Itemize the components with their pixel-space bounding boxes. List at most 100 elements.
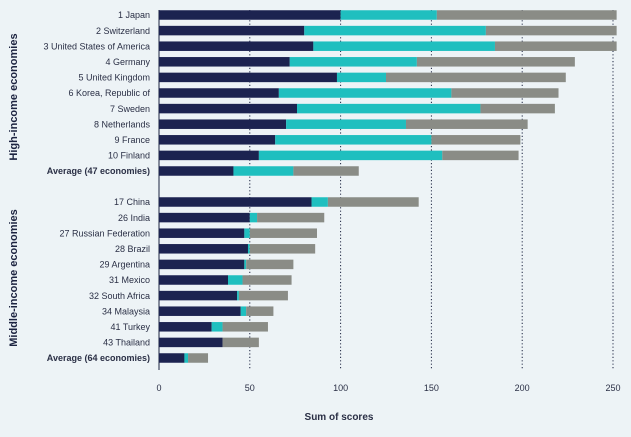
bar-segment bbox=[297, 103, 481, 114]
bar-segment bbox=[246, 259, 294, 270]
category-label: Average (64 economies) bbox=[47, 353, 150, 363]
bar-segment bbox=[311, 197, 328, 207]
bar-segment bbox=[159, 10, 341, 20]
category-label: 29 Argentina bbox=[99, 260, 150, 270]
bar-segment bbox=[159, 290, 238, 301]
x-tick-label: 250 bbox=[605, 383, 620, 393]
bar-segment bbox=[327, 197, 419, 207]
bar-segment bbox=[293, 166, 359, 176]
bar-segment bbox=[184, 353, 189, 363]
bar-segment bbox=[159, 259, 245, 270]
category-label: 1 Japan bbox=[118, 10, 150, 20]
bar-segment bbox=[159, 228, 245, 238]
bar-segment bbox=[159, 275, 229, 285]
bar-segment bbox=[159, 88, 279, 98]
bar-segment bbox=[289, 57, 417, 67]
bar-segment bbox=[159, 306, 241, 316]
bar-segment bbox=[238, 290, 288, 301]
x-tick-label: 0 bbox=[156, 383, 161, 393]
category-label: 41 Turkey bbox=[110, 322, 150, 332]
category-label: 10 Finland bbox=[108, 151, 150, 161]
bar-segment bbox=[237, 290, 239, 301]
bar-segment bbox=[228, 275, 243, 285]
bar-segment bbox=[286, 119, 406, 129]
x-tick-label: 150 bbox=[424, 383, 439, 393]
category-label: 7 Sweden bbox=[110, 104, 150, 114]
category-label: 5 United Kingdom bbox=[78, 73, 150, 83]
bar-segment bbox=[159, 41, 314, 51]
bar-segment bbox=[159, 337, 223, 348]
bar-segment bbox=[211, 322, 223, 332]
category-label: 31 Mexico bbox=[109, 275, 150, 285]
bar-segment bbox=[304, 25, 486, 36]
category-label: Average (47 economies) bbox=[47, 166, 150, 176]
bar-segment bbox=[249, 212, 258, 223]
category-label: 17 China bbox=[114, 197, 150, 207]
bar-segment bbox=[431, 135, 521, 145]
bar-segment bbox=[257, 212, 325, 223]
bar-segment bbox=[258, 150, 443, 161]
bar-segment bbox=[313, 41, 495, 51]
bar-segment bbox=[222, 337, 259, 348]
x-tick-label: 200 bbox=[515, 383, 530, 393]
bar-segment bbox=[480, 103, 555, 114]
bar-segment bbox=[494, 41, 617, 51]
bars bbox=[159, 10, 617, 363]
x-tick-label: 100 bbox=[333, 383, 348, 393]
x-axis-title: Sum of scores bbox=[305, 412, 374, 423]
bar-segment bbox=[405, 119, 528, 129]
bar-segment bbox=[159, 353, 185, 363]
x-axis-ticks: 0 50 100 150 200 250 bbox=[156, 383, 620, 393]
bar-segment bbox=[159, 119, 287, 129]
bar-segment bbox=[249, 228, 317, 238]
bar-segment bbox=[159, 103, 298, 114]
category-label: 26 India bbox=[118, 213, 150, 223]
bar-segment bbox=[159, 57, 290, 67]
bar-segment bbox=[436, 10, 617, 20]
category-label: 34 Malaysia bbox=[102, 306, 150, 316]
bar-segment bbox=[386, 72, 566, 83]
bar-segment bbox=[159, 322, 212, 332]
bar-segment bbox=[275, 135, 432, 145]
category-label: 8 Netherlands bbox=[94, 119, 151, 129]
bar-segment bbox=[278, 88, 452, 98]
bar-segment bbox=[244, 259, 247, 270]
bar-segment bbox=[240, 306, 247, 316]
bar-segment bbox=[159, 25, 305, 36]
bar-segment bbox=[340, 10, 437, 20]
bar-segment bbox=[222, 322, 268, 332]
bar-segment bbox=[242, 275, 292, 285]
category-label: 6 Korea, Republic of bbox=[68, 88, 150, 98]
bar-segment bbox=[159, 197, 312, 207]
category-label: 9 France bbox=[114, 135, 150, 145]
category-label: 32 South Africa bbox=[89, 291, 150, 301]
bar-segment bbox=[451, 88, 559, 98]
bar-segment bbox=[188, 353, 209, 363]
bar-segment bbox=[159, 244, 248, 254]
bar-segment bbox=[336, 72, 386, 83]
category-label: 28 Brazil bbox=[115, 244, 150, 254]
bar-segment bbox=[247, 244, 250, 254]
bar-segment bbox=[249, 244, 316, 254]
category-label: 27 Russian Federation bbox=[59, 228, 150, 238]
bar-segment bbox=[159, 135, 276, 145]
bar-segment bbox=[442, 150, 519, 161]
bar-segment bbox=[246, 306, 274, 316]
category-label: 2 Switzerland bbox=[96, 26, 150, 36]
x-tick-label: 50 bbox=[245, 383, 255, 393]
bar-segment bbox=[233, 166, 294, 176]
bar-segment bbox=[416, 57, 575, 67]
bar-segment bbox=[159, 166, 234, 176]
bar-segment bbox=[159, 150, 259, 161]
category-label: 4 Germany bbox=[105, 57, 150, 67]
group-title-high-income: High-income economies bbox=[8, 33, 20, 160]
bar-segment bbox=[244, 228, 250, 238]
category-labels: 1 Japan 2 Switzerland 3 United States of A… bbox=[43, 10, 150, 363]
bar-segment bbox=[485, 25, 617, 36]
group-title-middle-income: Middle-income economies bbox=[8, 209, 20, 347]
bar-segment bbox=[159, 72, 337, 83]
category-label: 3 United States of America bbox=[43, 41, 150, 51]
category-label: 43 Thailand bbox=[103, 338, 150, 348]
bar-segment bbox=[159, 212, 250, 223]
